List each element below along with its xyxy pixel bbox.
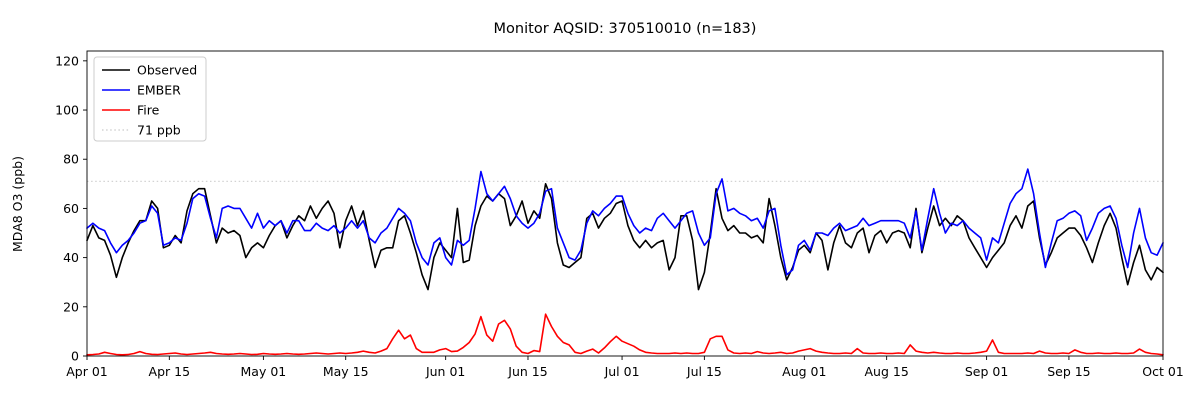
x-tick-label: Sep 01 <box>965 364 1008 379</box>
y-tick-label: 100 <box>55 103 79 118</box>
legend-box <box>93 56 207 142</box>
x-tick-label: May 01 <box>241 364 287 379</box>
legend: Observed EMBER Fire 71 ppb <box>93 56 207 142</box>
legend-fire-label: Fire <box>137 103 160 118</box>
x-tick-label: Oct 01 <box>1142 364 1184 379</box>
y-tick-label: 40 <box>63 250 79 265</box>
y-tick-label: 60 <box>63 201 79 216</box>
x-tick-label: Aug 15 <box>865 364 909 379</box>
x-tick-label: Apr 15 <box>149 364 191 379</box>
x-tick-label: Sep 15 <box>1047 364 1090 379</box>
ember-line <box>86 168 1164 276</box>
axis-ticks-group: 0 20 40 60 80 100 120 Apr 01 Apr 15 May 01 May 15 J… <box>55 53 1184 379</box>
x-tick-label: Aug 01 <box>782 364 826 379</box>
y-axis-label: MDA8 O3 (ppb) <box>10 156 25 252</box>
y-tick-label: 20 <box>63 299 79 314</box>
plot-border <box>86 50 1164 357</box>
y-tick-label: 120 <box>55 53 79 68</box>
fire-line <box>86 313 1164 356</box>
chart-title: Monitor AQSID: 370510010 (n=183) <box>494 21 757 37</box>
series-lines-group <box>86 168 1164 356</box>
observed-line <box>86 183 1164 291</box>
legend-threshold-label: 71 ppb <box>137 123 181 138</box>
x-tick-label: Jul 01 <box>604 364 640 379</box>
x-tick-label: May 15 <box>323 364 369 379</box>
x-tick-label: Jun 01 <box>425 364 465 379</box>
x-tick-label: Apr 01 <box>66 364 108 379</box>
legend-ember-label: EMBER <box>137 83 181 98</box>
x-tick-label: Jun 15 <box>507 364 547 379</box>
y-tick-label: 80 <box>63 152 79 167</box>
y-tick-label: 0 <box>71 349 79 364</box>
legend-observed-label: Observed <box>137 63 197 78</box>
x-tick-label: Jul 15 <box>686 364 722 379</box>
